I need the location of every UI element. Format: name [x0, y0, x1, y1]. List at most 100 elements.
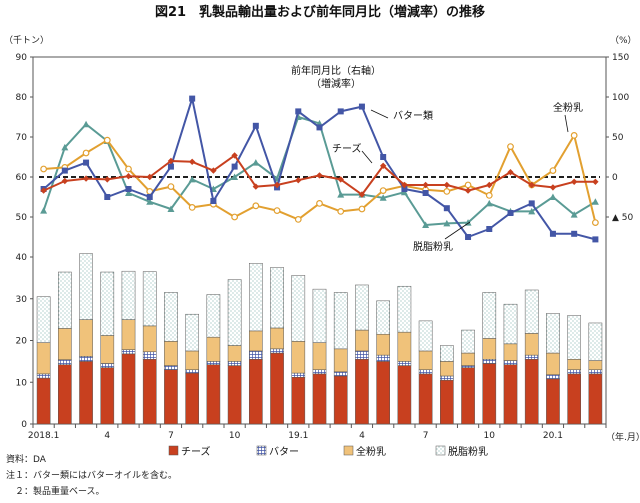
bar-segment	[546, 352, 560, 375]
note-1: 注１：バター類にはバターオイルを含む。	[6, 469, 177, 481]
cheese-yoy-marker	[316, 172, 323, 179]
bar-segment	[418, 373, 433, 425]
bar-segment	[482, 338, 497, 360]
butter-yoy-marker	[380, 154, 387, 160]
smp-yoy-marker	[464, 219, 472, 226]
butter-yoy-marker	[146, 194, 153, 200]
bar-segment	[312, 288, 327, 343]
x-tick-label: 10	[484, 431, 496, 441]
right-tick-label: 50	[612, 133, 624, 143]
bar-segment	[58, 271, 72, 329]
butter-yoy-marker	[61, 167, 68, 174]
bar-segment	[333, 375, 348, 425]
butter-line-label: バター類	[393, 110, 433, 122]
butter-yoy-marker	[210, 198, 217, 204]
cheese-yoy-marker	[358, 191, 366, 198]
left-tick-label: 90	[16, 53, 28, 63]
bar-segment	[227, 345, 242, 362]
cheese-yoy-marker	[528, 181, 535, 189]
bar-segment	[567, 369, 581, 375]
butter-yoy-marker	[549, 230, 556, 237]
bar-segment	[185, 350, 199, 370]
butter-yoy-marker	[125, 186, 132, 192]
smp-yoy-marker	[125, 189, 132, 196]
bar-segment	[121, 353, 136, 425]
bar-segment	[376, 300, 390, 335]
wmp-yoy-marker	[485, 191, 493, 199]
wmp-yoy-marker	[570, 131, 578, 139]
bar-segment	[270, 352, 284, 425]
bar-segment	[58, 328, 72, 360]
bar-segment	[567, 359, 581, 370]
bar-segment	[333, 371, 348, 377]
wmp-yoy-marker	[591, 219, 599, 227]
smp-yoy-marker	[61, 143, 69, 151]
left-tick-label: 30	[16, 295, 28, 305]
wmp-yoy-marker	[103, 136, 111, 144]
bar-segment	[249, 263, 263, 332]
bar-segment	[185, 372, 199, 425]
bar-segment	[567, 315, 581, 360]
bar-segment	[291, 376, 306, 425]
legend-label: チーズ	[181, 445, 211, 458]
bar-segment	[270, 327, 284, 350]
x-tick-label: 7	[423, 431, 429, 441]
right-tick-label: 0	[612, 173, 618, 183]
smp-yoy-marker	[549, 193, 557, 200]
cheese-yoy-marker	[210, 167, 217, 174]
bar-segment	[291, 372, 306, 378]
legend: チーズ バター 全粉乳 脱脂粉乳	[168, 445, 488, 458]
cheese-yoy-marker	[40, 187, 47, 194]
bar-segment	[185, 313, 199, 352]
wmp-yoy-marker	[379, 187, 387, 195]
butter-yoy-marker	[486, 226, 493, 232]
bar-segment	[142, 351, 157, 360]
left-axis-unit: （千トン）	[4, 35, 49, 46]
smp-label-leader	[444, 221, 471, 240]
bar-segment	[397, 365, 412, 425]
bar-segment	[461, 367, 475, 425]
bar-segment	[588, 373, 603, 425]
right-tick-label: 150	[612, 53, 629, 63]
cheese-yoy-marker	[61, 177, 69, 185]
bar-segment	[418, 369, 433, 375]
cheese-yoy-marker	[273, 181, 281, 189]
bar-segment	[206, 294, 221, 338]
bar-segment	[121, 270, 136, 320]
bar-segment	[524, 359, 539, 425]
stacked-bars	[36, 253, 603, 425]
bar-segment	[546, 374, 560, 380]
smp-yoy-marker	[146, 198, 154, 205]
butter-label-leader	[370, 109, 389, 119]
left-tick-label: 60	[16, 173, 28, 183]
cheese-yoy-marker	[549, 184, 557, 191]
bar-segment	[142, 359, 157, 425]
butter-yoy-marker	[465, 234, 472, 240]
bar-segment	[270, 267, 284, 329]
bar-segment	[36, 373, 51, 379]
bar-segment	[312, 342, 327, 370]
wmp-yoy-marker	[40, 165, 48, 173]
wmp-yoy-marker	[316, 199, 323, 207]
cheese-yoy-marker	[507, 169, 514, 176]
bar-segment	[482, 363, 497, 425]
bar-segment	[355, 350, 369, 360]
chart-title: 図21 乳製品輸出量および前年同月比（増減率）の推移	[155, 4, 485, 20]
butter-yoy-marker	[401, 186, 408, 192]
bar-segment	[249, 350, 263, 360]
left-axis: 0 10 20 30 40 50 60 70 80 90	[16, 53, 33, 430]
bar-segment	[503, 303, 518, 345]
bar-segment	[100, 335, 115, 364]
butter-yoy-marker	[337, 108, 344, 115]
bar-segment	[291, 341, 306, 374]
yoy-annotation-line1: 前年同月比（右軸）	[291, 64, 381, 77]
note-source: 資料：DA	[6, 453, 47, 465]
bar-segment	[461, 365, 475, 368]
x-axis: 2018.1 4 7 10 19.1 4 7 10 20.1	[28, 424, 607, 441]
cheese-yoy-marker	[167, 157, 175, 165]
legend-label: バター	[269, 446, 299, 458]
smp-yoy-marker	[231, 173, 239, 180]
butter-yoy-marker	[231, 163, 238, 170]
yoy-lines	[40, 95, 599, 243]
x-axis-unit: （年.月）	[606, 431, 640, 443]
